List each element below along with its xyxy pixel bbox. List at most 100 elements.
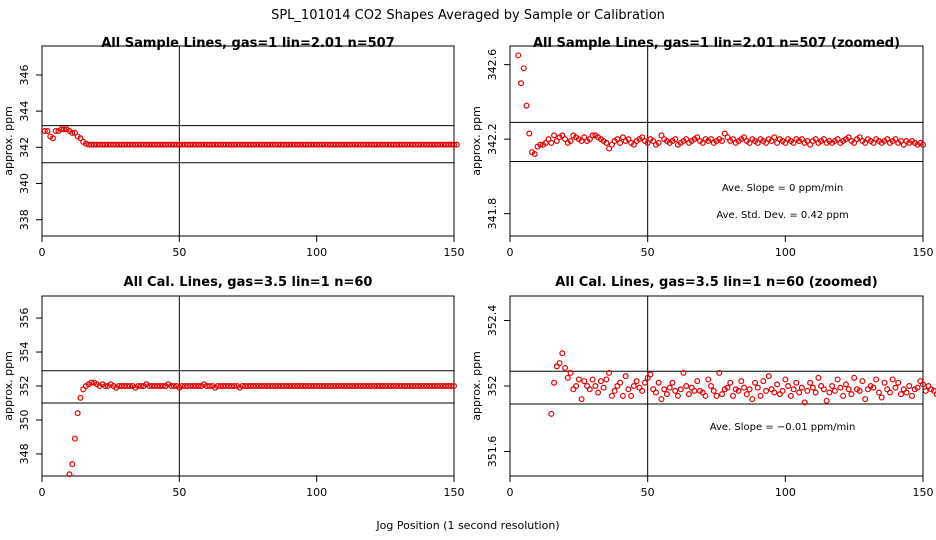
data-point bbox=[589, 132, 596, 139]
data-point bbox=[779, 387, 786, 394]
data-point bbox=[724, 134, 731, 141]
data-point bbox=[310, 141, 317, 148]
data-point bbox=[203, 141, 210, 148]
y-tick-label: 342.2 bbox=[486, 123, 499, 155]
data-point bbox=[299, 383, 306, 390]
data-point bbox=[809, 384, 816, 391]
data-point bbox=[88, 141, 95, 148]
data-point bbox=[390, 141, 397, 148]
panel-title: All Sample Lines, gas=1 lin=2.01 n=507 (… bbox=[533, 36, 900, 51]
data-point bbox=[592, 383, 599, 390]
data-point bbox=[785, 383, 792, 390]
data-point bbox=[77, 394, 84, 401]
data-point bbox=[374, 383, 381, 390]
data-point bbox=[365, 141, 372, 148]
data-point bbox=[121, 141, 128, 148]
data-point bbox=[228, 141, 235, 148]
data-point bbox=[266, 141, 273, 148]
data-point bbox=[157, 141, 164, 148]
data-point bbox=[198, 141, 205, 148]
data-point bbox=[418, 383, 425, 390]
data-point bbox=[335, 141, 342, 148]
data-point bbox=[815, 374, 822, 381]
data-point bbox=[856, 387, 863, 394]
data-point bbox=[354, 383, 361, 390]
data-point bbox=[603, 376, 610, 383]
data-point bbox=[168, 383, 175, 390]
data-point bbox=[644, 139, 651, 146]
data-point bbox=[69, 461, 76, 468]
data-point bbox=[407, 383, 414, 390]
data-point bbox=[302, 141, 309, 148]
data-point bbox=[121, 383, 128, 390]
data-point bbox=[666, 384, 673, 391]
data-point bbox=[680, 369, 687, 376]
data-point bbox=[793, 379, 800, 386]
data-point bbox=[677, 386, 684, 393]
data-point bbox=[774, 381, 781, 388]
data-point bbox=[137, 141, 144, 148]
data-point bbox=[562, 365, 569, 372]
data-point bbox=[749, 396, 756, 403]
data-point bbox=[614, 136, 621, 143]
data-point bbox=[85, 141, 92, 148]
data-point bbox=[71, 129, 78, 136]
data-point bbox=[173, 141, 180, 148]
data-point bbox=[118, 141, 125, 148]
data-point bbox=[209, 141, 216, 148]
data-point bbox=[820, 136, 827, 143]
data-point bbox=[217, 383, 224, 390]
data-point bbox=[107, 141, 114, 148]
data-point bbox=[239, 141, 246, 148]
data-point bbox=[137, 383, 144, 390]
data-point bbox=[250, 141, 257, 148]
data-point bbox=[115, 383, 122, 390]
data-point bbox=[272, 383, 279, 390]
data-point bbox=[302, 383, 309, 390]
data-point bbox=[713, 392, 720, 399]
data-point bbox=[559, 350, 566, 357]
data-point bbox=[515, 52, 522, 59]
data-point bbox=[807, 379, 814, 386]
data-point bbox=[622, 373, 629, 380]
data-point bbox=[746, 386, 753, 393]
data-point bbox=[385, 141, 392, 148]
data-point bbox=[308, 383, 315, 390]
data-point bbox=[140, 141, 147, 148]
data-point bbox=[184, 141, 191, 148]
data-point bbox=[741, 384, 748, 391]
data-point bbox=[694, 134, 701, 141]
data-point bbox=[212, 141, 219, 148]
y-tick-label: 341.8 bbox=[486, 198, 499, 230]
data-point bbox=[346, 141, 353, 148]
y-tick-label: 344 bbox=[18, 101, 31, 122]
data-point bbox=[415, 383, 422, 390]
data-point bbox=[831, 387, 838, 394]
data-point bbox=[639, 387, 646, 394]
data-point bbox=[294, 383, 301, 390]
panel-p3: All Cal. Lines, gas=3.5 lin=1 n=60 0 50 100… bbox=[2, 275, 465, 499]
data-point bbox=[551, 379, 558, 386]
y-tick-label: 340 bbox=[18, 173, 31, 194]
data-point bbox=[245, 383, 252, 390]
data-point bbox=[771, 389, 778, 396]
data-point bbox=[187, 141, 194, 148]
data-point bbox=[922, 387, 929, 394]
data-point bbox=[537, 141, 544, 148]
data-point bbox=[124, 141, 131, 148]
data-point bbox=[291, 383, 298, 390]
data-point bbox=[445, 141, 452, 148]
data-point bbox=[834, 136, 841, 143]
data-point bbox=[275, 383, 282, 390]
data-point bbox=[415, 141, 422, 148]
x-tick-label: 0 bbox=[39, 486, 46, 499]
data-point bbox=[231, 141, 238, 148]
data-point bbox=[782, 376, 789, 383]
data-point bbox=[195, 383, 202, 390]
data-point bbox=[288, 383, 295, 390]
data-point bbox=[280, 141, 287, 148]
data-point bbox=[319, 383, 326, 390]
data-point bbox=[154, 383, 161, 390]
data-point bbox=[597, 378, 604, 385]
data-point bbox=[798, 384, 805, 391]
